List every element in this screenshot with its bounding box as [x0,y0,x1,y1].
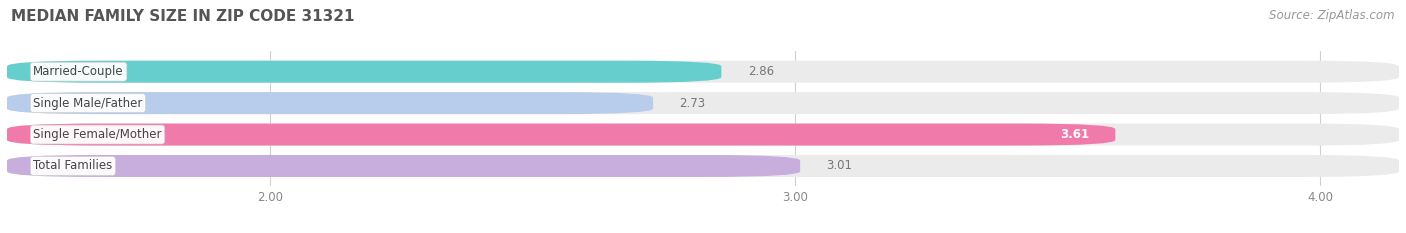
FancyBboxPatch shape [7,61,721,83]
FancyBboxPatch shape [7,123,1115,146]
Text: 3.61: 3.61 [1060,128,1090,141]
FancyBboxPatch shape [7,155,1399,177]
FancyBboxPatch shape [7,155,800,177]
Text: Source: ZipAtlas.com: Source: ZipAtlas.com [1270,9,1395,22]
FancyBboxPatch shape [7,92,1399,114]
Text: MEDIAN FAMILY SIZE IN ZIP CODE 31321: MEDIAN FAMILY SIZE IN ZIP CODE 31321 [11,9,354,24]
Text: 2.86: 2.86 [748,65,773,78]
Text: 3.01: 3.01 [827,159,852,172]
Text: Single Female/Mother: Single Female/Mother [34,128,162,141]
Text: 2.73: 2.73 [679,97,706,110]
Text: Total Families: Total Families [34,159,112,172]
FancyBboxPatch shape [7,123,1399,146]
Text: Single Male/Father: Single Male/Father [34,97,142,110]
FancyBboxPatch shape [7,92,654,114]
FancyBboxPatch shape [7,61,1399,83]
Text: Married-Couple: Married-Couple [34,65,124,78]
